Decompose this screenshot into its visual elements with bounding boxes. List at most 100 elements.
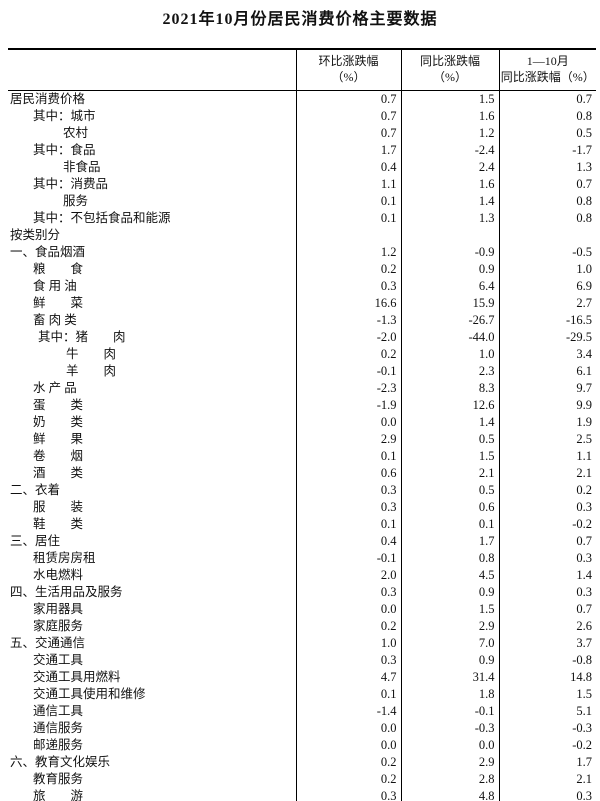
yoy-value: 0.8 bbox=[400, 550, 499, 567]
ytd-value: 0.2 bbox=[498, 482, 596, 499]
yoy-value: 2.4 bbox=[400, 159, 499, 176]
mom-value: 0.0 bbox=[295, 414, 401, 431]
mom-value: -1.3 bbox=[295, 312, 401, 329]
ytd-value: -16.5 bbox=[498, 312, 596, 329]
ytd-value: -0.2 bbox=[498, 737, 596, 754]
yoy-value: 0.9 bbox=[400, 652, 499, 669]
col-header-mom-line1: 环比涨跌幅 bbox=[318, 54, 379, 69]
mom-value: 0.0 bbox=[295, 720, 401, 737]
yoy-value: 1.7 bbox=[400, 533, 499, 550]
ytd-value: 1.5 bbox=[498, 686, 596, 703]
yoy-value: 0.1 bbox=[400, 516, 499, 533]
yoy-value: 1.3 bbox=[400, 210, 499, 227]
ytd-value: 0.8 bbox=[498, 210, 596, 227]
table-row: 其中：城市 0.7 1.6 0.8 bbox=[8, 108, 596, 125]
col-header-mom-line2: （%） bbox=[331, 70, 366, 84]
mom-value: 1.7 bbox=[295, 142, 401, 159]
col-header-yoy: 同比涨跌幅 （%） bbox=[400, 49, 499, 91]
ytd-value: 6.1 bbox=[498, 363, 596, 380]
mom-value: 1.1 bbox=[295, 176, 401, 193]
mom-value: 16.6 bbox=[295, 295, 401, 312]
col-header-ytd: 1—10月 同比涨跌幅（%） bbox=[498, 49, 596, 91]
row-label: 酒 类 bbox=[33, 466, 84, 480]
ytd-value: 0.8 bbox=[498, 108, 596, 125]
table-row: 交通工具 0.3 0.9 -0.8 bbox=[8, 652, 596, 669]
yoy-value: 0.5 bbox=[400, 431, 499, 448]
table-row: 奶 类 0.0 1.4 1.9 bbox=[8, 414, 596, 431]
table-row: 按类别分 bbox=[8, 227, 596, 244]
table-row: 教育服务 0.2 2.8 2.1 bbox=[8, 771, 596, 788]
table-row: 通信服务 0.0 -0.3 -0.3 bbox=[8, 720, 596, 737]
yoy-value: -0.9 bbox=[400, 244, 499, 261]
mom-value: 0.2 bbox=[295, 261, 401, 278]
yoy-value: 1.4 bbox=[400, 414, 499, 431]
row-label: 蛋 类 bbox=[33, 398, 84, 412]
row-label: 邮递服务 bbox=[33, 738, 84, 752]
yoy-value: 12.6 bbox=[400, 397, 499, 414]
ytd-value: 9.9 bbox=[498, 397, 596, 414]
yoy-value: 15.9 bbox=[400, 295, 499, 312]
row-label: 其中：不包括食品和能源 bbox=[33, 211, 171, 225]
table-row: 粮 食 0.2 0.9 1.0 bbox=[8, 261, 596, 278]
ytd-value: 1.3 bbox=[498, 159, 596, 176]
mom-value: 0.7 bbox=[295, 90, 401, 108]
row-label: 其中：消费品 bbox=[33, 177, 109, 191]
table-header: 环比涨跌幅 （%） 同比涨跌幅 （%） 1—10月 同比涨跌幅（%） bbox=[8, 49, 596, 91]
table-row: 旅 游 0.3 4.8 0.3 bbox=[8, 788, 596, 801]
row-label: 服务 bbox=[63, 194, 89, 208]
ytd-value: 5.1 bbox=[498, 703, 596, 720]
table-row: 服务 0.1 1.4 0.8 bbox=[8, 193, 596, 210]
mom-value: 0.3 bbox=[295, 278, 401, 295]
table-row: 三、居住 0.4 1.7 0.7 bbox=[8, 533, 596, 550]
row-label: 通信服务 bbox=[33, 721, 84, 735]
table-row: 牛 肉 0.2 1.0 3.4 bbox=[8, 346, 596, 363]
mom-value: 0.1 bbox=[295, 448, 401, 465]
mom-value: 0.3 bbox=[295, 584, 401, 601]
yoy-value: 0.5 bbox=[400, 482, 499, 499]
row-label: 交通工具 bbox=[33, 653, 84, 667]
yoy-value: 1.5 bbox=[400, 601, 499, 618]
row-label: 交通工具用燃料 bbox=[33, 670, 121, 684]
row-label: 居民消费价格 bbox=[10, 92, 86, 106]
table-row: 酒 类 0.6 2.1 2.1 bbox=[8, 465, 596, 482]
mom-value: 0.4 bbox=[295, 159, 401, 176]
mom-value: 2.0 bbox=[295, 567, 401, 584]
yoy-value: -2.4 bbox=[400, 142, 499, 159]
mom-value: 0.1 bbox=[295, 686, 401, 703]
table-row: 租赁房房租 -0.1 0.8 0.3 bbox=[8, 550, 596, 567]
table-row: 其中：消费品 1.1 1.6 0.7 bbox=[8, 176, 596, 193]
ytd-value: 3.4 bbox=[498, 346, 596, 363]
yoy-value: 2.1 bbox=[400, 465, 499, 482]
ytd-value: 1.1 bbox=[498, 448, 596, 465]
page-title: 2021年10月份居民消费价格主要数据 bbox=[162, 11, 438, 28]
mom-value: 0.3 bbox=[295, 652, 401, 669]
row-label: 其中：猪 肉 bbox=[38, 330, 126, 344]
mom-value: 2.9 bbox=[295, 431, 401, 448]
yoy-value: 31.4 bbox=[400, 669, 499, 686]
yoy-value: 7.0 bbox=[400, 635, 499, 652]
col-header-ytd-line1: 1—10月 bbox=[526, 54, 569, 69]
row-label: 其中：食品 bbox=[33, 143, 96, 157]
row-label: 羊 肉 bbox=[66, 364, 117, 378]
table-row: 交通工具使用和维修 0.1 1.8 1.5 bbox=[8, 686, 596, 703]
ytd-value: 0.3 bbox=[498, 550, 596, 567]
ytd-value: 0.8 bbox=[498, 193, 596, 210]
mom-value: 0.3 bbox=[295, 499, 401, 516]
mom-value: 0.0 bbox=[295, 601, 401, 618]
ytd-value: 0.7 bbox=[498, 533, 596, 550]
ytd-value: 14.8 bbox=[498, 669, 596, 686]
mom-value: -0.1 bbox=[295, 550, 401, 567]
table-row: 一、食品烟酒 1.2 -0.9 -0.5 bbox=[8, 244, 596, 261]
mom-value: 0.2 bbox=[295, 771, 401, 788]
table-row: 邮递服务 0.0 0.0 -0.2 bbox=[8, 737, 596, 754]
table-row: 鲜 果 2.9 0.5 2.5 bbox=[8, 431, 596, 448]
row-label: 家庭服务 bbox=[33, 619, 84, 633]
mom-value: 0.1 bbox=[295, 210, 401, 227]
row-label: 食 用 油 bbox=[33, 279, 77, 293]
table-row: 其中：猪 肉 -2.0 -44.0 -29.5 bbox=[8, 329, 596, 346]
row-label: 教育服务 bbox=[33, 772, 84, 786]
row-label: 通信工具 bbox=[33, 704, 84, 718]
ytd-value: 1.9 bbox=[498, 414, 596, 431]
yoy-value: 1.4 bbox=[400, 193, 499, 210]
yoy-value: -44.0 bbox=[400, 329, 499, 346]
